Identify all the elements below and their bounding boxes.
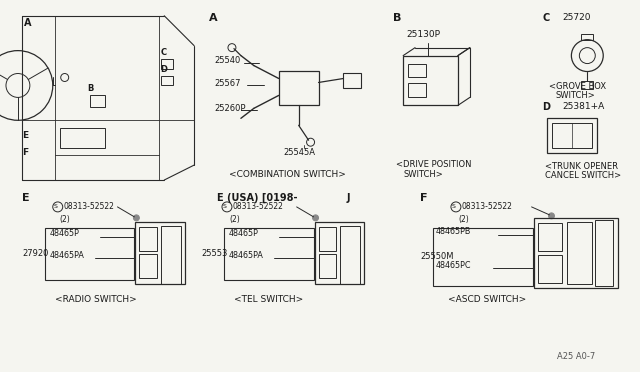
Text: <TRUNK OPENER: <TRUNK OPENER [545, 162, 618, 171]
Text: E: E [22, 193, 29, 203]
Text: (2): (2) [458, 215, 468, 224]
Text: CANCEL SWITCH>: CANCEL SWITCH> [545, 171, 621, 180]
Bar [408, 64, 426, 77]
Bar [568, 222, 592, 283]
Text: A25 A0-7: A25 A0-7 [557, 352, 596, 361]
Bar [224, 228, 314, 280]
Text: SWITCH>: SWITCH> [403, 170, 443, 179]
Text: 27920: 27920 [22, 249, 48, 258]
Text: S: S [54, 204, 58, 209]
Text: S: S [452, 204, 456, 209]
Text: S: S [223, 204, 227, 209]
Text: B: B [393, 13, 401, 23]
Text: (2): (2) [229, 215, 240, 224]
Text: E: E [22, 131, 28, 140]
Bar [90, 95, 104, 108]
Bar [403, 55, 458, 105]
Text: F: F [420, 193, 428, 203]
Text: 08313-52522: 08313-52522 [462, 202, 513, 211]
Text: 25260P: 25260P [214, 104, 246, 113]
Text: 25720: 25720 [563, 13, 591, 22]
Text: <DRIVE POSITION: <DRIVE POSITION [396, 160, 472, 169]
Text: 48465PC: 48465PC [436, 261, 472, 270]
Text: 08313-52522: 08313-52522 [233, 202, 284, 211]
Bar [161, 58, 173, 68]
Bar [315, 222, 364, 283]
Bar [319, 254, 337, 278]
Text: 48465PA: 48465PA [229, 251, 264, 260]
Text: D: D [543, 102, 550, 112]
Bar [136, 222, 185, 283]
Bar [534, 218, 618, 288]
Circle shape [133, 215, 140, 221]
Text: C: C [543, 13, 550, 23]
Text: A: A [24, 18, 31, 28]
Bar [581, 34, 593, 40]
Bar [433, 228, 532, 286]
Bar [595, 220, 613, 286]
Text: A: A [209, 13, 218, 23]
Bar [547, 118, 597, 153]
Text: 25540: 25540 [214, 56, 240, 65]
Text: B: B [88, 84, 94, 93]
Bar [344, 73, 362, 89]
Bar [161, 76, 173, 86]
Text: 25550M: 25550M [420, 252, 454, 261]
Bar [319, 227, 337, 251]
Bar [538, 255, 563, 283]
Text: C: C [160, 48, 166, 57]
Text: SWITCH>: SWITCH> [556, 92, 595, 100]
Text: <RADIO SWITCH>: <RADIO SWITCH> [55, 295, 136, 304]
Text: <TEL SWITCH>: <TEL SWITCH> [234, 295, 303, 304]
Text: E (USA) [0198-: E (USA) [0198- [217, 193, 298, 203]
Text: <ASCD SWITCH>: <ASCD SWITCH> [448, 295, 526, 304]
Bar [60, 128, 104, 148]
Text: 48465PB: 48465PB [436, 227, 472, 236]
Text: 25130P: 25130P [406, 30, 440, 39]
Bar [279, 71, 319, 105]
Text: 48465P: 48465P [50, 229, 79, 238]
Bar [581, 81, 593, 89]
Bar [45, 228, 134, 280]
Text: (2): (2) [60, 215, 70, 224]
Bar [538, 223, 563, 251]
Bar [552, 123, 592, 148]
Circle shape [548, 213, 554, 219]
Text: 25553: 25553 [201, 249, 227, 258]
Text: F: F [22, 148, 28, 157]
Circle shape [312, 215, 319, 221]
Bar [140, 227, 157, 251]
Bar [408, 83, 426, 97]
Text: 25567: 25567 [214, 79, 241, 88]
Text: D: D [160, 64, 167, 74]
Text: 48465PA: 48465PA [50, 251, 84, 260]
Text: 25381+A: 25381+A [563, 102, 605, 111]
Bar [140, 254, 157, 278]
Text: 48465P: 48465P [229, 229, 259, 238]
Text: <COMBINATION SWITCH>: <COMBINATION SWITCH> [229, 170, 346, 179]
Text: <GROVE BOX: <GROVE BOX [550, 83, 607, 92]
Text: 08313-52522: 08313-52522 [64, 202, 115, 211]
Text: 25545A: 25545A [284, 148, 316, 157]
Text: J: J [346, 193, 350, 203]
Bar [340, 226, 360, 283]
Bar [161, 226, 181, 283]
